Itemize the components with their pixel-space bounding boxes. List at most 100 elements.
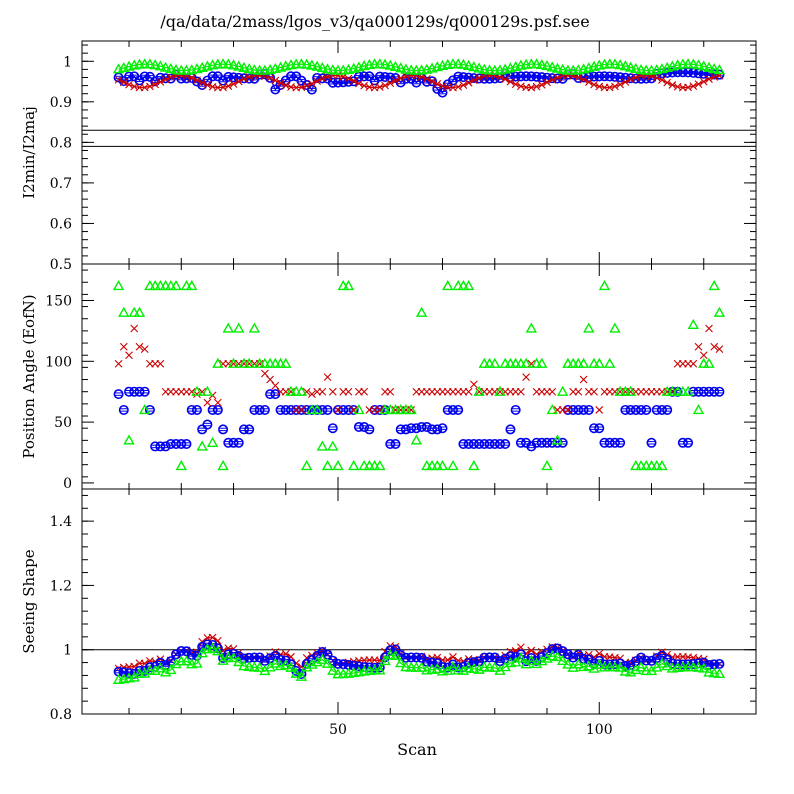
data-point: [213, 636, 222, 645]
data-point: [478, 63, 491, 74]
data-point: [302, 387, 311, 396]
data-point: [692, 404, 705, 415]
data-point: [714, 386, 725, 397]
data-point: [614, 661, 626, 672]
data-point: [682, 385, 694, 396]
data-point: [228, 72, 239, 83]
data-point: [574, 73, 583, 82]
data-point: [708, 63, 720, 74]
chart-panels: 0.50.60.70.80.91I2min/I2maj050100150Posi…: [20, 40, 757, 738]
data-point: [318, 74, 327, 83]
data-point: [253, 661, 266, 672]
data-point: [454, 82, 463, 91]
data-point: [496, 73, 504, 82]
data-point: [635, 661, 647, 672]
data-point: [530, 658, 543, 669]
data-point: [556, 654, 569, 665]
data-point: [355, 79, 363, 88]
data-point: [206, 642, 219, 653]
y-tick-label: 1.4: [50, 514, 72, 530]
data-point: [112, 279, 125, 291]
data-point: [181, 438, 192, 449]
y-tick-label: 0.9: [50, 95, 72, 111]
data-point: [130, 662, 139, 671]
series-red: [114, 71, 724, 92]
data-point: [452, 664, 464, 675]
data-point: [522, 373, 530, 381]
data-point: [520, 357, 532, 368]
data-point: [154, 60, 167, 71]
data-point: [473, 62, 485, 73]
data-point: [615, 72, 626, 83]
data-point: [583, 322, 595, 333]
data-point: [140, 345, 149, 354]
data-point: [295, 58, 308, 69]
data-point: [311, 404, 323, 415]
data-point: [269, 657, 282, 668]
data-point: [658, 76, 666, 84]
data-point: [203, 398, 212, 407]
data-point: [442, 279, 454, 291]
data-point: [244, 424, 255, 435]
data-point: [396, 74, 405, 83]
data-point: [389, 649, 402, 661]
data-point: [375, 406, 384, 414]
data-point: [240, 75, 248, 83]
data-point: [530, 58, 543, 69]
data-point: [218, 424, 229, 435]
data-point: [579, 375, 588, 384]
data-point: [462, 662, 475, 673]
data-point: [243, 357, 255, 368]
data-point: [295, 385, 308, 396]
data-point: [175, 459, 187, 471]
data-point: [511, 80, 520, 89]
x-tick-label: 50: [329, 722, 347, 738]
data-point: [113, 389, 124, 400]
data-point: [170, 658, 182, 669]
data-point: [551, 650, 564, 662]
data-point: [133, 306, 146, 317]
data-point: [248, 64, 261, 75]
data-point: [703, 357, 715, 368]
data-point: [151, 80, 160, 89]
data-point: [708, 279, 720, 291]
y-tick-label: 0.7: [50, 176, 72, 192]
data-point: [308, 79, 316, 88]
data-point: [119, 342, 128, 351]
data-point: [489, 357, 501, 368]
data-point: [206, 436, 219, 447]
data-point: [349, 406, 358, 414]
data-point: [464, 387, 473, 396]
data-point: [546, 650, 558, 661]
data-point: [572, 658, 585, 669]
data-point: [506, 77, 515, 86]
data-point: [287, 387, 295, 396]
data-point: [238, 61, 250, 72]
data-point: [556, 63, 569, 74]
data-point: [139, 58, 151, 69]
data-point: [318, 387, 327, 396]
data-point: [135, 342, 144, 351]
data-point: [683, 437, 694, 448]
data-point: [217, 459, 229, 471]
y-tick-label: 100: [45, 354, 72, 370]
data-point: [694, 80, 703, 88]
data-point: [687, 661, 699, 672]
data-point: [548, 75, 557, 84]
data-point: [198, 78, 207, 87]
data-point: [579, 75, 588, 84]
data-point: [415, 306, 428, 317]
data-point: [478, 661, 491, 672]
data-point: [233, 437, 244, 448]
data-point: [201, 385, 214, 396]
data-point: [682, 661, 694, 672]
data-point: [624, 385, 637, 396]
data-point: [663, 78, 672, 87]
y-axis-label: Position Angle (EofN): [20, 294, 38, 458]
data-point: [616, 80, 625, 89]
data-point: [297, 83, 306, 92]
data-point: [415, 661, 428, 672]
data-point: [290, 667, 302, 678]
data-point: [125, 80, 133, 89]
